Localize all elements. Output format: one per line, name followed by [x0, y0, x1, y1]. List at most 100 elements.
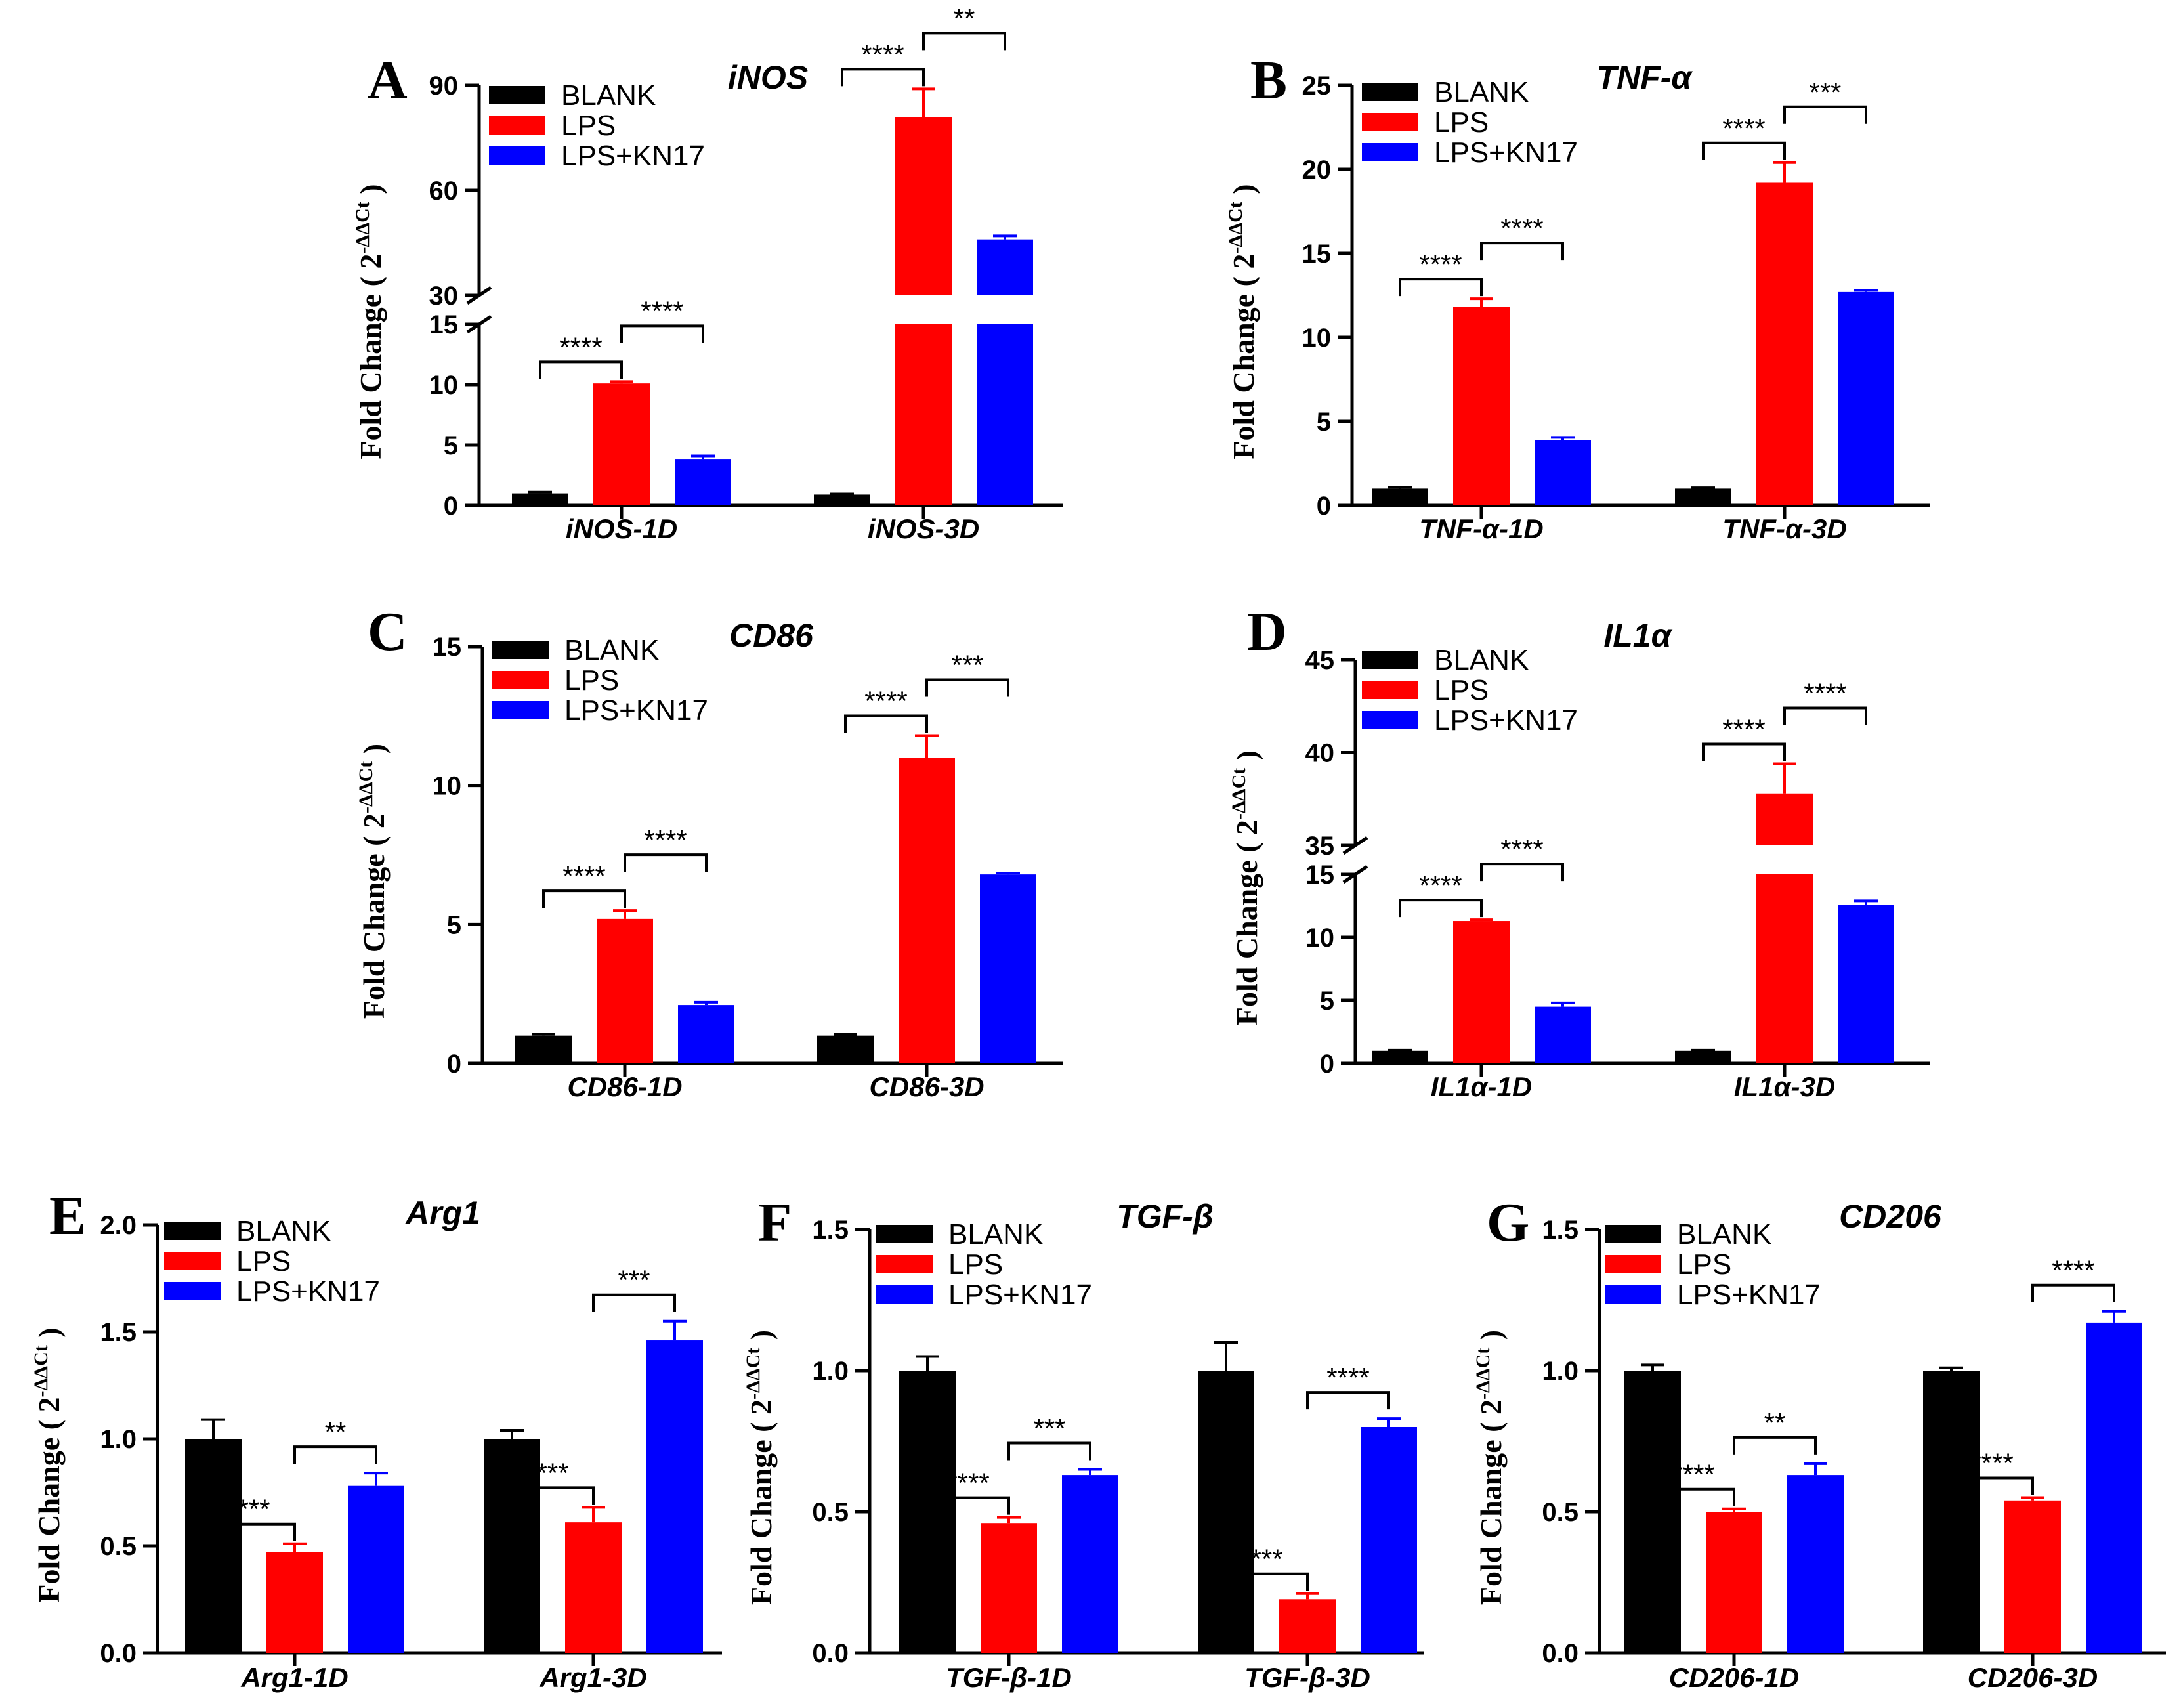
significance-bracket: ****	[1651, 1459, 1735, 1506]
significance-label: ***	[618, 1265, 650, 1296]
legend-swatch	[1362, 681, 1418, 699]
significance-label: ****	[1419, 870, 1462, 901]
y-axis-title-sup: -ΔΔCt	[1228, 768, 1250, 820]
legend-label: LPS	[561, 110, 616, 142]
y-axis-title: Fold Change ( 2-ΔΔCt )	[742, 1330, 778, 1605]
y-tick-label: 15	[1302, 240, 1332, 268]
legend-item-lps-kn17: LPS+KN17	[1362, 704, 1578, 737]
legend-item-lps-kn17: LPS+KN17	[492, 694, 708, 727]
bar-lps-arg1-3d	[565, 1522, 622, 1653]
bar-lps-tgf-1d	[981, 1523, 1037, 1653]
legend-swatch	[164, 1252, 221, 1270]
legend-item-lps-kn17: LPS+KN17	[164, 1275, 380, 1308]
significance-bracket: ****	[1783, 677, 1867, 725]
legend-label: LPS+KN17	[1677, 1279, 1821, 1311]
legend-label: BLANK	[561, 79, 656, 112]
bar-lps-cd206-1d	[1706, 1512, 1762, 1653]
y-tick-label: 5	[444, 431, 458, 460]
legend-label: LPS+KN17	[561, 140, 705, 172]
significance-label: ***	[1809, 77, 1841, 108]
category-label: TNF-α-1D	[1419, 513, 1543, 544]
bar-blank-il1-1d	[1372, 1050, 1428, 1063]
y-tick-label: 30	[429, 282, 459, 310]
bracket-line	[511, 1486, 595, 1505]
y-tick-label: 0	[1317, 492, 1331, 521]
significance-label: ****	[641, 295, 683, 326]
significance-bracket: ****	[2031, 1255, 2115, 1302]
legend-swatch	[1605, 1285, 1661, 1304]
bracket-line	[1007, 1441, 1091, 1461]
bracket-line	[293, 1445, 377, 1464]
y-axis-title-sup: -ΔΔCt	[1225, 202, 1246, 253]
bracket-line	[1480, 242, 1564, 261]
y-axis-title-main: Fold Change ( 2	[1227, 254, 1260, 459]
y-axis-title-close: )	[357, 744, 391, 761]
bar-lps-kn17-cd86-3d	[980, 874, 1036, 1063]
y-axis-title-close: )	[354, 184, 387, 202]
legend-swatch	[1605, 1225, 1661, 1243]
bar-blank-cd206-1d	[1624, 1371, 1681, 1653]
y-axis-title-close: )	[1227, 184, 1260, 202]
bar-lps-il1-1d	[1453, 921, 1510, 1063]
legend-item-lps: LPS	[492, 664, 619, 696]
bar-lps-tnf-1d	[1453, 307, 1510, 505]
significance-bracket: ***	[212, 1494, 296, 1541]
chart-title: TGF-β	[1116, 1198, 1214, 1235]
significance-bracket: ***	[592, 1265, 676, 1312]
panel-letter: F	[758, 1192, 792, 1253]
legend-label: BLANK	[564, 634, 659, 666]
legend-swatch	[876, 1225, 933, 1243]
y-tick-label: 0.0	[812, 1639, 849, 1668]
y-tick-label: 0.5	[1542, 1498, 1578, 1527]
bar-blank-tnf-3d	[1675, 488, 1731, 505]
y-tick-label: 0	[1320, 1050, 1334, 1078]
legend-swatch	[1362, 143, 1418, 161]
y-tick-label: 10	[433, 772, 462, 801]
y-tick-label: 15	[429, 310, 459, 339]
y-tick-label: 15	[1305, 861, 1335, 889]
y-tick-label: 0.5	[812, 1498, 849, 1527]
y-axis-title-close: )	[32, 1327, 66, 1345]
panel-letter: D	[1247, 601, 1287, 662]
bracket-line	[1702, 141, 1786, 160]
y-tick-label: 1.0	[1542, 1357, 1578, 1386]
significance-bracket: **	[293, 1417, 377, 1464]
bracket-line	[1783, 706, 1867, 725]
significance-label: ***	[1033, 1413, 1065, 1444]
y-axis-title: Fold Change ( 2-ΔΔCt )	[1472, 1330, 1508, 1605]
significance-bracket: ****	[542, 861, 626, 908]
y-tick-label: 0.5	[100, 1532, 137, 1561]
bracket-line	[542, 889, 626, 908]
bar-lps-kn17-tgf-3d	[1361, 1427, 1417, 1653]
bar-blank-cd86-3d	[817, 1035, 874, 1063]
y-tick-label: 5	[1320, 987, 1334, 1015]
legend-item-lps: LPS	[164, 1245, 291, 1277]
bar-lps-cd206-3d	[2004, 1500, 2061, 1653]
bar-lps-inos-3d-upper	[895, 117, 952, 295]
y-tick-label: 35	[1305, 832, 1335, 861]
legend-swatch	[876, 1255, 933, 1273]
significance-bracket: ****	[1702, 113, 1786, 160]
bar-blank-arg1-1d	[185, 1439, 242, 1653]
legend-label: BLANK	[236, 1215, 331, 1247]
legend-swatch	[492, 701, 549, 719]
chart-title: IL1α	[1603, 617, 1672, 654]
bar-lps-kn17-inos-1d	[675, 459, 731, 505]
category-label: CD206-3D	[1968, 1662, 2098, 1693]
chart-title: Arg1	[404, 1195, 480, 1231]
significance-label: **	[954, 3, 975, 33]
legend-swatch	[164, 1282, 221, 1300]
bar-blank-inos-1d	[512, 493, 568, 505]
legend-label: LPS+KN17	[1434, 137, 1578, 169]
bracket-line	[624, 853, 708, 872]
bracket-line	[922, 32, 1006, 51]
bar-blank-cd206-3d	[1923, 1371, 1980, 1653]
legend-item-lps: LPS	[1605, 1249, 1731, 1281]
category-label: TNF-α-3D	[1722, 513, 1846, 544]
legend-item-lps-kn17: LPS+KN17	[489, 140, 705, 172]
significance-label: ****	[1500, 213, 1543, 244]
bracket-line	[620, 324, 704, 343]
y-tick-label: 0	[447, 1050, 461, 1078]
bar-lps-cd86-1d	[597, 918, 653, 1063]
significance-bracket: **	[922, 3, 1006, 51]
